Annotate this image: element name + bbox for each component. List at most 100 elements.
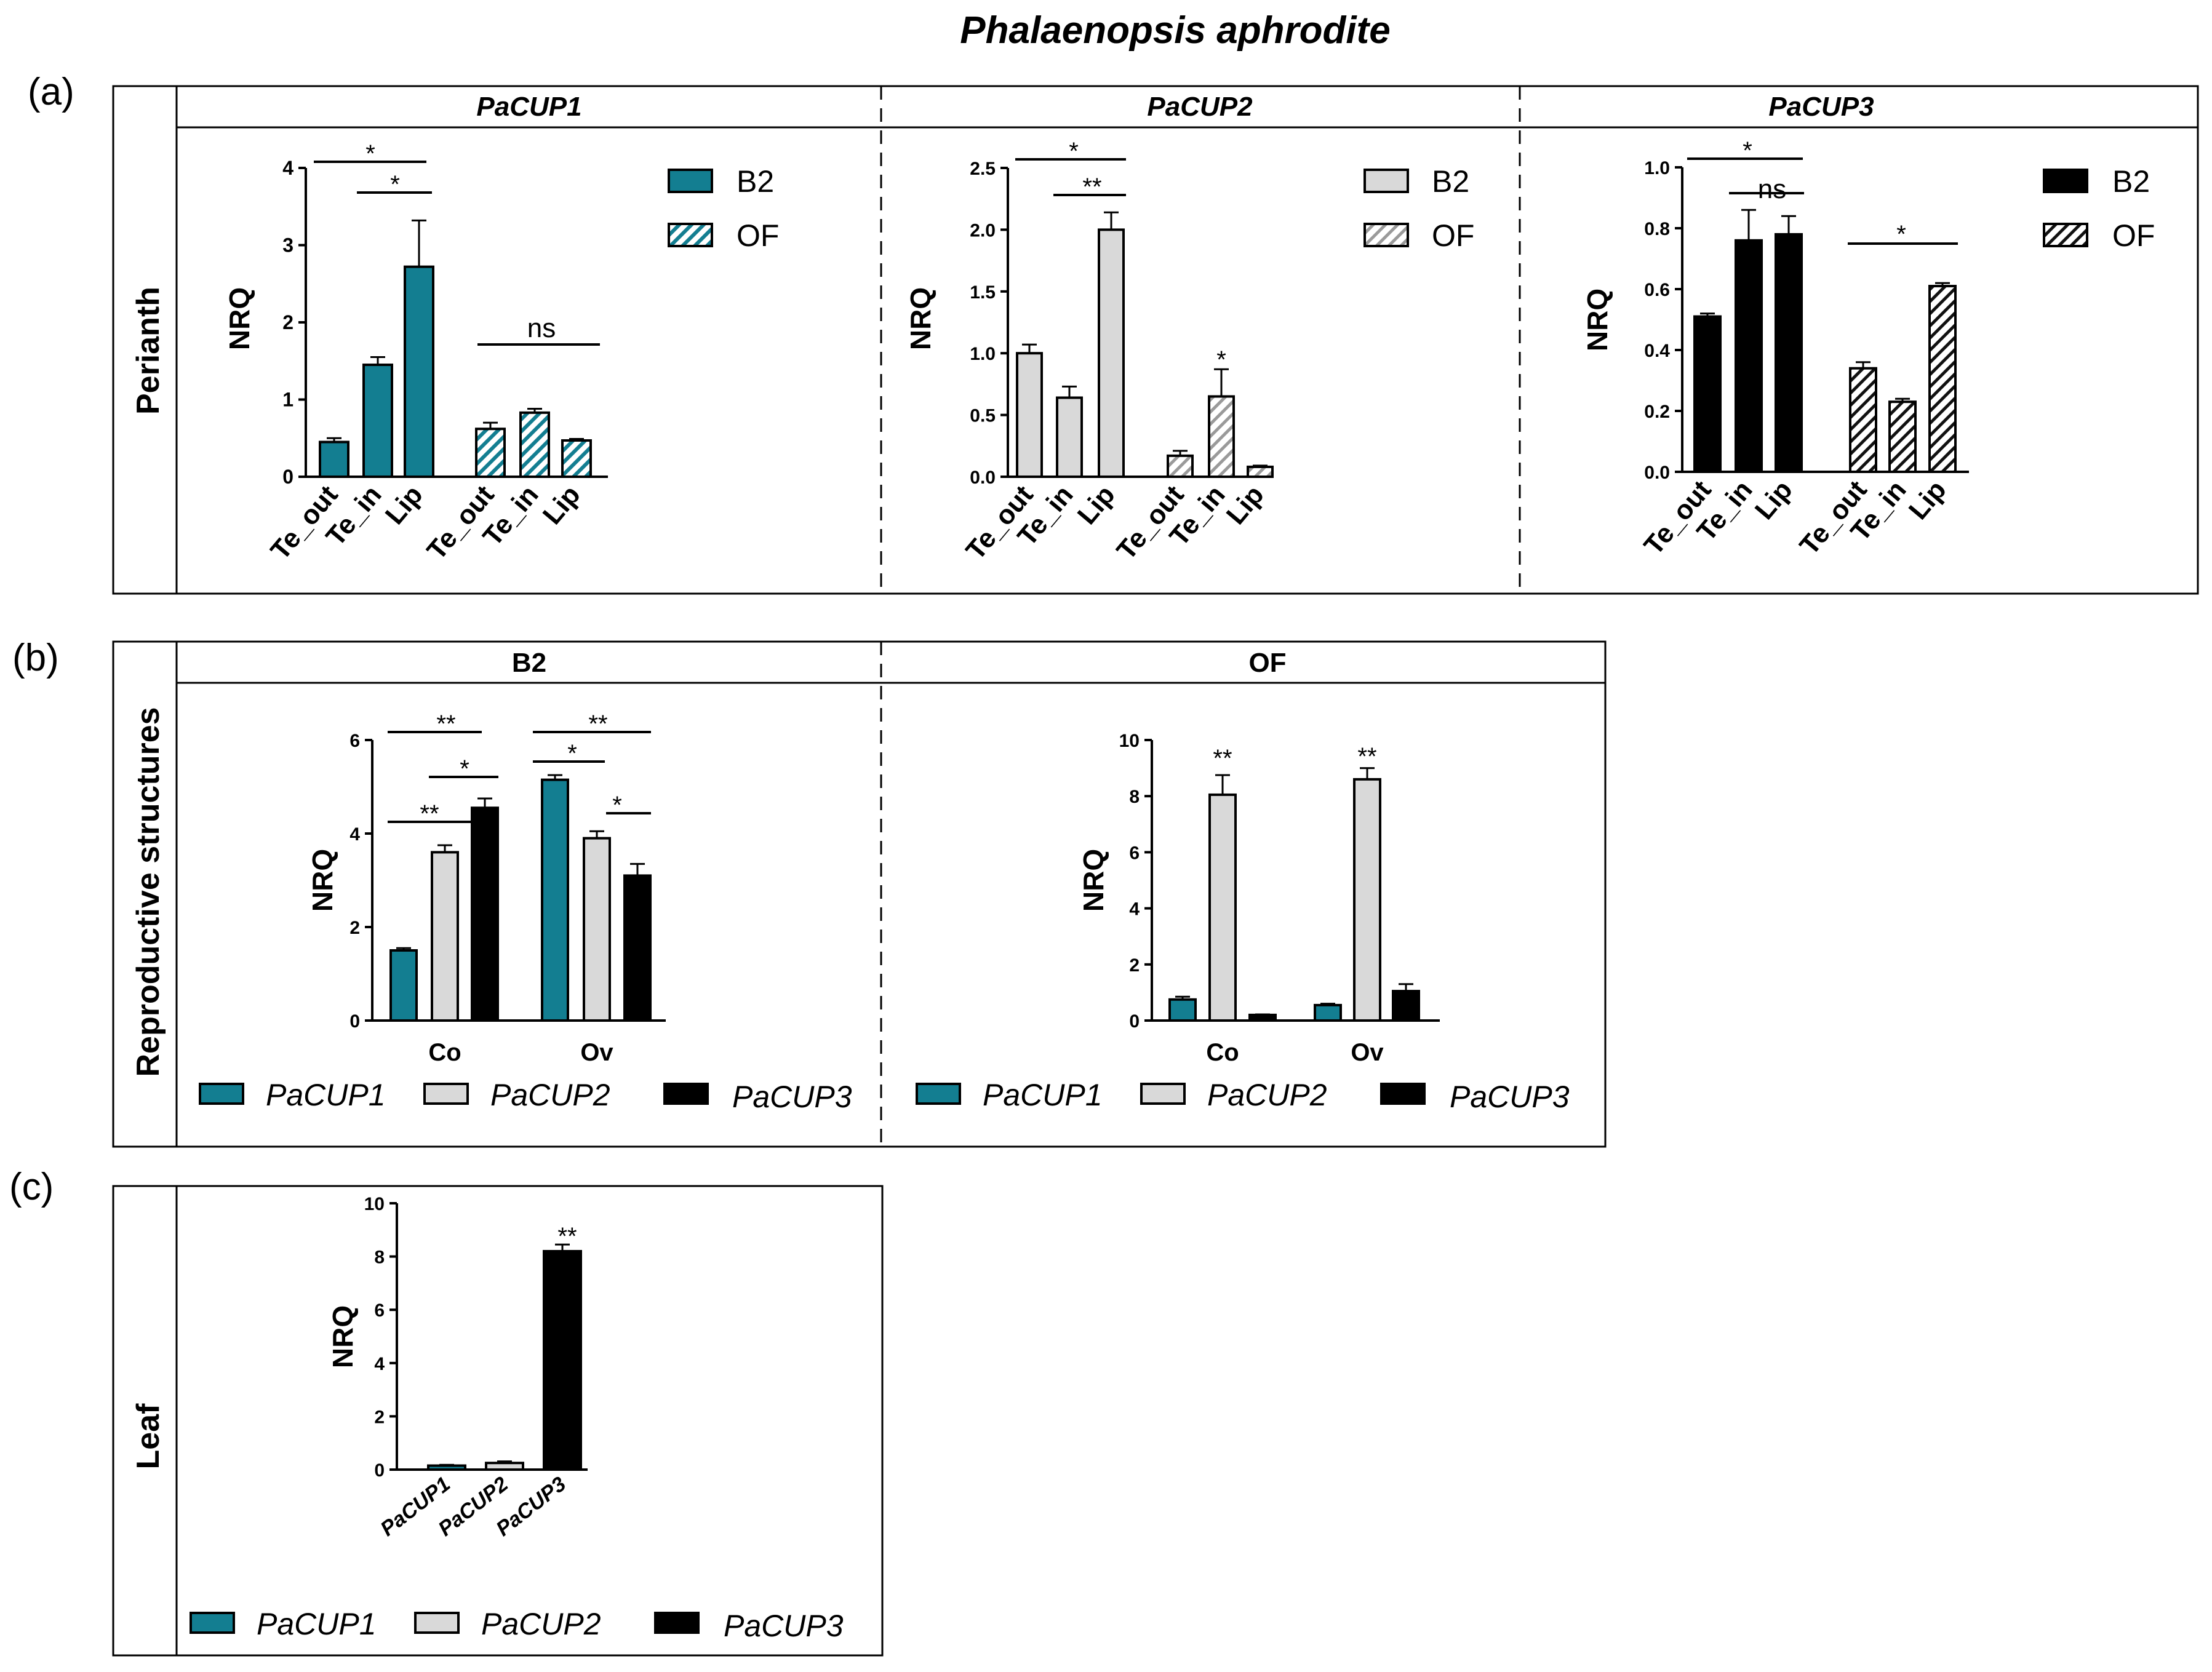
- y-tick-label: 2.0: [970, 220, 996, 241]
- significance-label: **: [557, 1223, 577, 1250]
- x-tick-label: Co: [428, 1039, 461, 1066]
- panel-c-row-label: Leaf: [130, 1403, 166, 1470]
- significance-label: *: [612, 792, 622, 819]
- x-tick-label: Lip: [1072, 480, 1121, 530]
- y-tick-label: 1.0: [970, 344, 996, 364]
- y-tick-label: 0.0: [1644, 463, 1670, 483]
- y-tick-label: 0.5: [970, 406, 996, 426]
- legend-a1: B2 OF: [668, 164, 779, 253]
- legend-label-pacup3: PaCUP3: [732, 1080, 852, 1114]
- y-axis-label: NRQ: [223, 287, 255, 350]
- significance-label: **: [1213, 745, 1232, 772]
- bar-pacup1-co: [389, 949, 418, 1022]
- y-tick-label: 0: [1129, 1011, 1140, 1032]
- legend-swatch-pacup3: [663, 1083, 709, 1105]
- charts-layer: 01234NRQTe_outTe_inLipTe_outTe_inLip**ns…: [223, 137, 1969, 1541]
- legend-a2: B2 OF: [1364, 164, 1474, 253]
- bar-pacup3: [543, 1249, 582, 1471]
- x-tick-label: Co: [1206, 1039, 1239, 1066]
- panel-a-header-pacup1: PaCUP1: [476, 92, 581, 122]
- significance-label: **: [420, 800, 439, 827]
- figure-title: Phalaenopsis aphrodite: [960, 9, 1390, 52]
- y-tick-label: 2: [349, 918, 360, 938]
- legend-label-pacup2: PaCUP2: [490, 1078, 610, 1112]
- legend-swatch-pacup1: [916, 1083, 961, 1105]
- legend-label-pacup1: PaCUP1: [983, 1078, 1103, 1112]
- y-axis-label: NRQ: [306, 849, 338, 912]
- bar-pacup3-ov: [1392, 990, 1420, 1022]
- x-tick-label: Ov: [580, 1039, 613, 1066]
- y-tick-label: 2.5: [970, 159, 996, 179]
- panel-a-header-pacup3: PaCUP3: [1768, 92, 1874, 122]
- bar-b2-te-in: [1735, 239, 1763, 473]
- legend-swatch-pacup2: [423, 1083, 469, 1105]
- chart-b2: 0 2 4 6 8 10 NRQ Co Ov ** **: [1077, 731, 1440, 1066]
- y-tick-label: 3: [282, 234, 293, 257]
- chart-a2: 0.00.51.01.52.02.5NRQTe_outTe_inLipTe_ou…: [904, 138, 1274, 565]
- legend-label-pacup1: PaCUP1: [257, 1607, 377, 1641]
- legend-swatch-of: [2043, 223, 2088, 247]
- bar-pacup1-ov: [1314, 1003, 1342, 1022]
- panel-c: (c) Leaf: [9, 1166, 884, 1657]
- panel-a-frame: [112, 85, 2199, 595]
- significance-label: *: [1743, 137, 1752, 164]
- panel-b-row-label: Reproductive structures: [130, 707, 166, 1077]
- x-tick-label: Lip: [380, 480, 429, 530]
- y-axis-label: NRQ: [904, 287, 936, 350]
- panel-b-header-b2: B2: [512, 648, 546, 678]
- y-tick-label: 1.5: [970, 282, 996, 303]
- legend-swatch-of: [1364, 223, 1409, 247]
- y-tick-label: 0.8: [1644, 219, 1670, 239]
- chart-a3: 0.00.20.40.60.81.0NRQTe_outTe_inLipTe_ou…: [1581, 137, 1969, 560]
- significance-label: *: [1216, 346, 1226, 373]
- bar-b2-te-out: [1016, 352, 1043, 479]
- y-tick-label: 10: [364, 1194, 385, 1214]
- significance-label: **: [436, 711, 455, 738]
- significance-label: *: [567, 740, 577, 767]
- legend-b2: PaCUP1 PaCUP2 PaCUP3: [916, 1078, 1570, 1114]
- bar-of-te-out: [1167, 454, 1194, 479]
- legend-swatch-b2: [1364, 169, 1409, 193]
- y-tick-label: 4: [1129, 899, 1140, 920]
- significance-label: **: [1357, 743, 1376, 770]
- legend-label-b2: B2: [737, 164, 774, 199]
- y-tick-label: 4: [374, 1354, 385, 1374]
- legend-label-pacup3: PaCUP3: [1450, 1080, 1570, 1114]
- bar-pacup2-co: [1208, 793, 1237, 1022]
- x-tick-label: Ov: [1351, 1039, 1384, 1066]
- bar-pacup2-co: [431, 851, 459, 1022]
- legend-label-of: OF: [1432, 218, 1474, 253]
- legend-label-of: OF: [737, 218, 779, 253]
- panel-a-header-pacup2: PaCUP2: [1147, 92, 1253, 122]
- significance-label: **: [1082, 173, 1101, 201]
- significance-label: *: [390, 171, 400, 198]
- y-tick-label: 8: [374, 1248, 385, 1268]
- bar-of-te-in: [1208, 395, 1235, 478]
- panel-a-row-label: Perianth: [130, 287, 166, 415]
- bar-b2-lip: [1098, 228, 1125, 478]
- panel-c-label: (c): [9, 1166, 54, 1208]
- bar-of-te-in: [519, 411, 550, 479]
- bar-of-te-out: [475, 428, 506, 478]
- bar-pacup1-ov: [541, 778, 569, 1022]
- y-tick-label: 6: [374, 1300, 385, 1321]
- bar-pacup1: [427, 1464, 466, 1471]
- legend-swatch-b2: [2043, 169, 2088, 193]
- significance-label: *: [1896, 221, 1906, 248]
- bar-pacup1-co: [1168, 998, 1197, 1022]
- panel-a-label: (a): [28, 71, 74, 113]
- bar-b2-te-in: [362, 364, 393, 479]
- bar-b2-te-out: [1693, 315, 1722, 473]
- y-tick-label: 4: [349, 824, 360, 845]
- y-tick-label: 0.6: [1644, 280, 1670, 300]
- legend-label-b2: B2: [1432, 164, 1469, 199]
- bar-pacup3-ov: [623, 874, 652, 1022]
- significance-label: ns: [1758, 174, 1786, 204]
- bar-b2-lip: [404, 265, 434, 478]
- bar-of-lip: [1247, 465, 1274, 478]
- y-axis-label: NRQ: [1581, 289, 1613, 351]
